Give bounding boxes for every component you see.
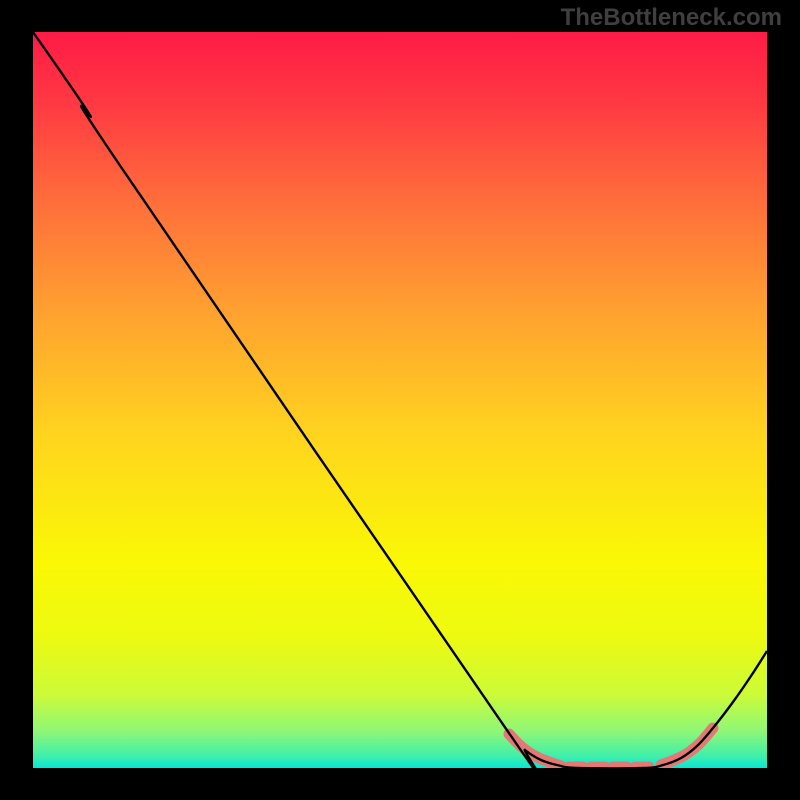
highlight-segment <box>509 734 561 766</box>
main-curve <box>33 32 767 768</box>
plot-area <box>33 32 767 768</box>
watermark-text: TheBottleneck.com <box>561 4 782 32</box>
chart-frame: TheBottleneck.com <box>0 0 800 800</box>
curve-layer <box>33 32 767 768</box>
highlight-segment <box>661 728 713 765</box>
